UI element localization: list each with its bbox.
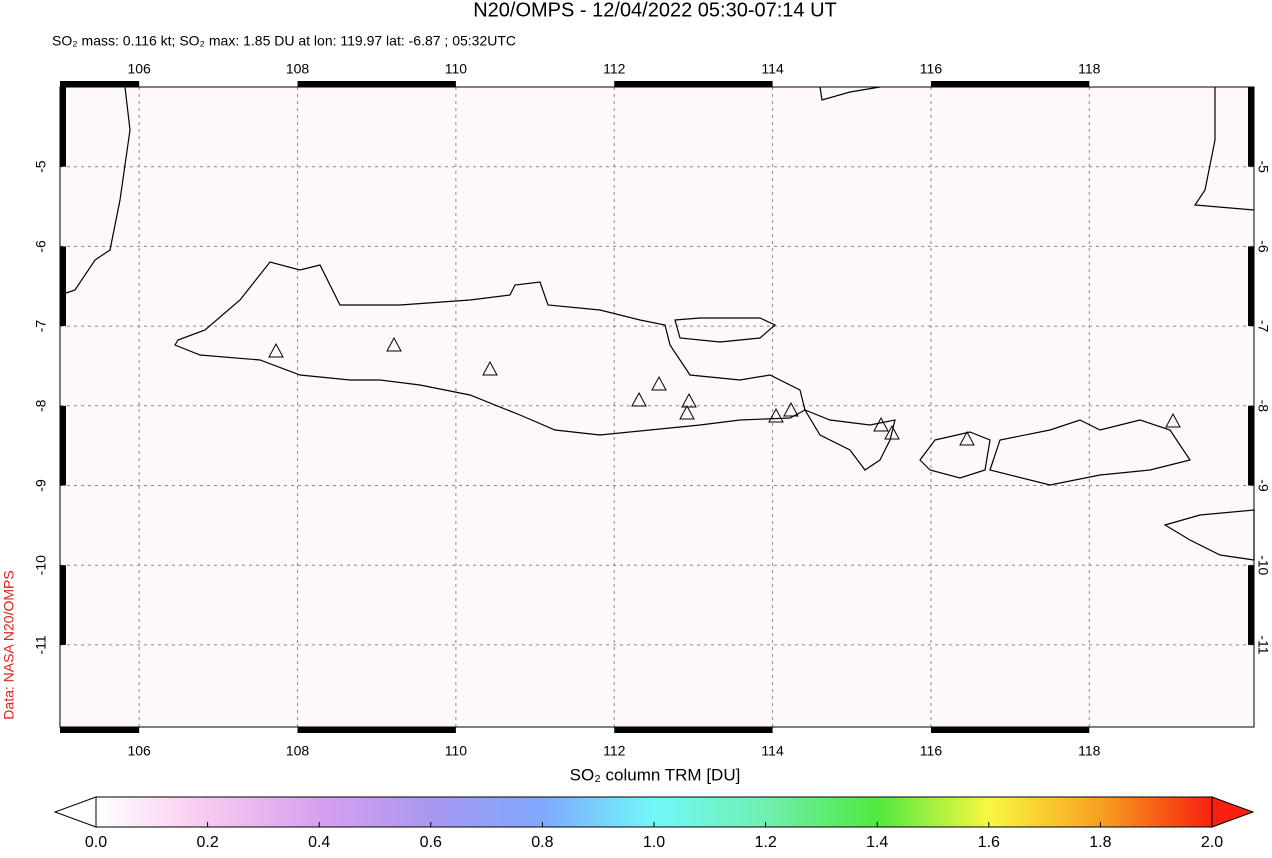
lon-tick-label: 112 (603, 743, 626, 759)
coast-java (174, 261, 806, 436)
lat-tick-label: -6 (1255, 240, 1271, 253)
volcano-marker (783, 401, 799, 417)
lon-tick-label: 114 (761, 743, 784, 759)
lat-tick-label: -10 (33, 555, 49, 575)
lat-tick-label: -8 (1255, 400, 1271, 413)
frame-bar (297, 727, 456, 733)
volcano-marker (681, 392, 697, 408)
coast-lombok (919, 431, 991, 479)
title: N20/OMPS - 12/04/2022 05:30-07:14 UT (473, 0, 837, 21)
frame-bar (1248, 405, 1254, 486)
lon-tick-label: 108 (286, 743, 310, 759)
coast-borneo (819, 86, 881, 101)
colorbar-tick-label: 1.6 (978, 834, 1000, 851)
frame-bar (60, 246, 66, 327)
colorbar-tick-label: 1.0 (643, 834, 665, 851)
lon-tick-label: 110 (445, 743, 468, 759)
frame-bar (60, 727, 140, 733)
colorbar-tick-label: 0.8 (531, 834, 553, 851)
volcano-marker (631, 391, 647, 407)
credit: Data: NASA N20/OMPS (1, 570, 17, 719)
volcano-marker (651, 375, 667, 391)
frame-bar (60, 81, 140, 87)
volcano-marker (1165, 412, 1181, 428)
colorbar-tick-label: 1.2 (754, 834, 776, 851)
lon-tick-label: 106 (127, 743, 151, 759)
colorbar-over-arrow (1211, 796, 1255, 828)
colorbar-tick-label: 1.4 (866, 834, 888, 851)
coast-sumbawa (989, 419, 1191, 486)
volcano-marker (959, 430, 975, 446)
frame-bar (1248, 565, 1254, 645)
colorbar-label: SO₂ column TRM [DU] (570, 765, 741, 784)
coast-bali (803, 408, 896, 471)
coast-sulawesi (1193, 87, 1255, 211)
lat-tick-label: -7 (1255, 320, 1271, 333)
volcano-marker (768, 407, 784, 423)
colorbar-tick-label: 0.6 (420, 834, 442, 851)
frame-bar (60, 87, 66, 167)
frame-bar (60, 405, 66, 486)
frame-bar (1248, 87, 1254, 167)
coast-sumatra (59, 86, 131, 296)
lon-tick-label: 118 (1078, 743, 1101, 759)
lat-tick-label: -9 (33, 479, 49, 492)
volcano-marker (884, 424, 900, 440)
lon-tick-label: 110 (445, 61, 468, 77)
colorbar-tick-label: 0.2 (196, 834, 218, 851)
lon-tick-label: 106 (127, 61, 151, 77)
map-background (60, 87, 1254, 727)
coast-madura (674, 317, 777, 343)
lon-tick-label: 118 (1078, 61, 1101, 77)
frame-bar (60, 565, 66, 645)
lat-tick-label: -5 (1255, 160, 1271, 173)
frame-bar (930, 81, 1090, 87)
frame-bar (297, 81, 456, 87)
lon-tick-label: 112 (603, 61, 626, 77)
colorbar-tick-label: 0.4 (308, 834, 330, 851)
lat-tick-label: -7 (33, 320, 49, 333)
volcano-marker (386, 336, 402, 352)
lat-tick-label: -5 (33, 160, 49, 173)
lat-tick-label: -9 (1255, 479, 1271, 492)
lat-tick-label: -6 (33, 240, 49, 253)
subtitle: SO₂ mass: 0.116 kt; SO₂ max: 1.85 DU at … (52, 33, 516, 49)
frame-bar (614, 727, 773, 733)
lat-tick-label: -11 (33, 635, 49, 654)
colorbar-tick-label: 1.8 (1089, 834, 1111, 851)
volcano-marker (268, 342, 284, 358)
map-frame (59, 86, 1255, 728)
volcano-marker (679, 404, 695, 420)
lon-tick-label: 116 (920, 743, 943, 759)
colorbar-under-arrow (53, 796, 97, 828)
lat-tick-label: -10 (1255, 555, 1271, 575)
colorbar-tick-label: 0.0 (85, 834, 107, 851)
lon-tick-label: 116 (920, 61, 943, 77)
lon-tick-label: 108 (286, 61, 310, 77)
lat-tick-label: -11 (1255, 635, 1271, 654)
frame-bar (930, 727, 1090, 733)
volcano-marker (873, 416, 889, 432)
lat-tick-label: -8 (33, 399, 49, 412)
colorbar-tick-label: 2.0 (1201, 834, 1223, 851)
lon-tick-label: 114 (761, 61, 784, 77)
volcano-marker (482, 360, 498, 376)
frame-bar (1248, 246, 1254, 327)
frame-bar (614, 81, 773, 87)
